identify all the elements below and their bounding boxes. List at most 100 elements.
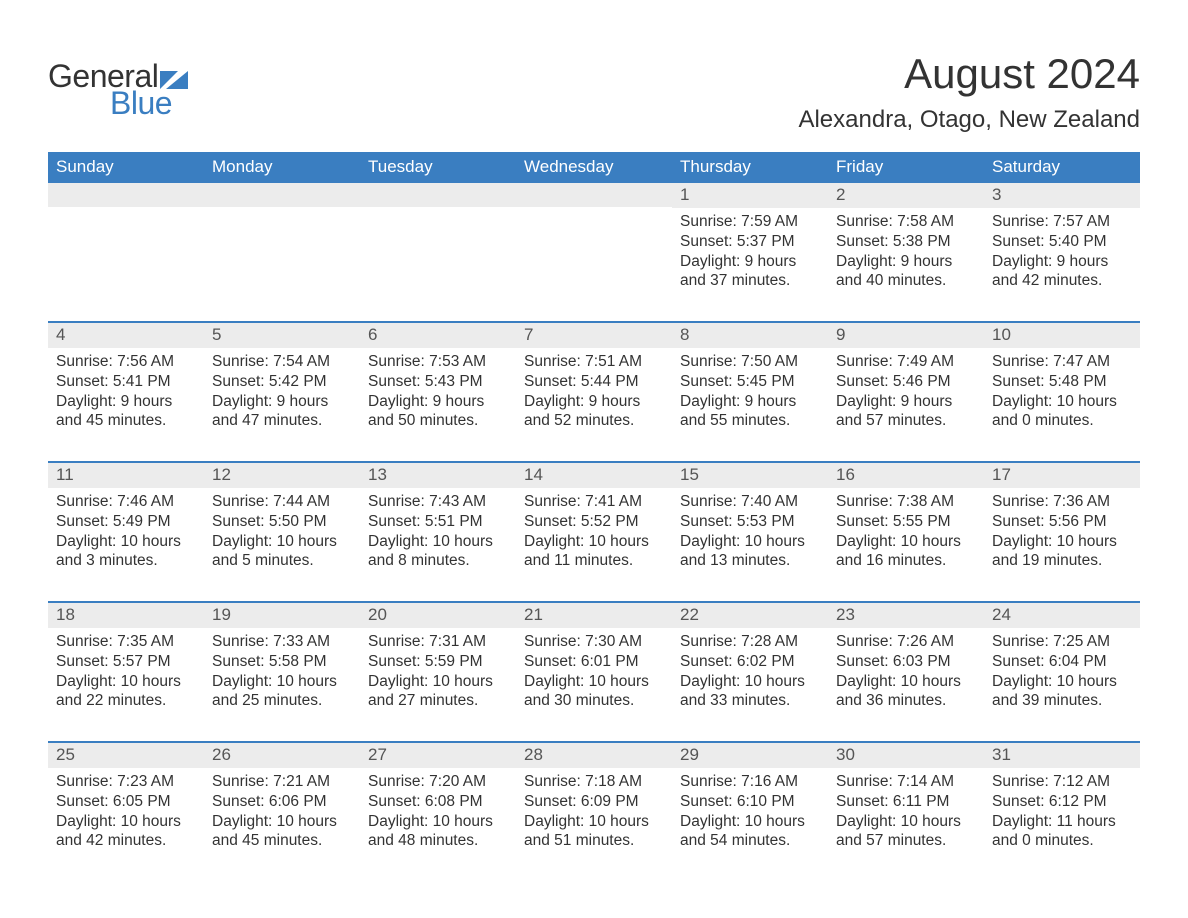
sunrise-line: Sunrise: 7:31 AM [368, 632, 508, 652]
daylight-line: Daylight: 10 hours and 36 minutes. [836, 672, 976, 712]
daylight-line: Daylight: 10 hours and 25 minutes. [212, 672, 352, 712]
sunrise-line: Sunrise: 7:40 AM [680, 492, 820, 512]
daylight-line: Daylight: 10 hours and 11 minutes. [524, 532, 664, 572]
sunset-line: Sunset: 6:10 PM [680, 792, 820, 812]
sunrise-line: Sunrise: 7:16 AM [680, 772, 820, 792]
calendar-day-cell: 5Sunrise: 7:54 AMSunset: 5:42 PMDaylight… [204, 323, 360, 441]
day-details: Sunrise: 7:47 AMSunset: 5:48 PMDaylight:… [984, 348, 1140, 437]
sunset-line: Sunset: 6:04 PM [992, 652, 1132, 672]
calendar-day-cell: 7Sunrise: 7:51 AMSunset: 5:44 PMDaylight… [516, 323, 672, 441]
calendar-day-cell: 17Sunrise: 7:36 AMSunset: 5:56 PMDayligh… [984, 463, 1140, 581]
location-subtitle: Alexandra, Otago, New Zealand [798, 106, 1140, 134]
daylight-line: Daylight: 10 hours and 33 minutes. [680, 672, 820, 712]
sunset-line: Sunset: 5:58 PM [212, 652, 352, 672]
daylight-line: Daylight: 10 hours and 48 minutes. [368, 812, 508, 852]
calendar-day-cell [48, 183, 204, 301]
sunrise-line: Sunrise: 7:44 AM [212, 492, 352, 512]
sunrise-line: Sunrise: 7:23 AM [56, 772, 196, 792]
day-details: Sunrise: 7:25 AMSunset: 6:04 PMDaylight:… [984, 628, 1140, 717]
sunset-line: Sunset: 5:42 PM [212, 372, 352, 392]
daylight-line: Daylight: 10 hours and 19 minutes. [992, 532, 1132, 572]
daylight-line: Daylight: 10 hours and 13 minutes. [680, 532, 820, 572]
sunrise-line: Sunrise: 7:20 AM [368, 772, 508, 792]
sunset-line: Sunset: 6:01 PM [524, 652, 664, 672]
daylight-line: Daylight: 9 hours and 57 minutes. [836, 392, 976, 432]
calendar-day-cell: 23Sunrise: 7:26 AMSunset: 6:03 PMDayligh… [828, 603, 984, 721]
sunset-line: Sunset: 5:43 PM [368, 372, 508, 392]
sunrise-line: Sunrise: 7:12 AM [992, 772, 1132, 792]
calendar-day-cell: 2Sunrise: 7:58 AMSunset: 5:38 PMDaylight… [828, 183, 984, 301]
calendar-day-cell: 21Sunrise: 7:30 AMSunset: 6:01 PMDayligh… [516, 603, 672, 721]
calendar-day-cell: 25Sunrise: 7:23 AMSunset: 6:05 PMDayligh… [48, 743, 204, 861]
calendar-day-cell: 12Sunrise: 7:44 AMSunset: 5:50 PMDayligh… [204, 463, 360, 581]
day-number: 17 [984, 463, 1140, 488]
calendar-day-cell: 24Sunrise: 7:25 AMSunset: 6:04 PMDayligh… [984, 603, 1140, 721]
day-number: 19 [204, 603, 360, 628]
sunset-line: Sunset: 5:55 PM [836, 512, 976, 532]
weekday-header-cell: Tuesday [360, 152, 516, 183]
sunset-line: Sunset: 5:50 PM [212, 512, 352, 532]
day-number: 18 [48, 603, 204, 628]
weekday-header-row: SundayMondayTuesdayWednesdayThursdayFrid… [48, 152, 1140, 183]
day-details: Sunrise: 7:53 AMSunset: 5:43 PMDaylight:… [360, 348, 516, 437]
daylight-line: Daylight: 10 hours and 27 minutes. [368, 672, 508, 712]
day-number [204, 183, 360, 207]
calendar-day-cell: 11Sunrise: 7:46 AMSunset: 5:49 PMDayligh… [48, 463, 204, 581]
day-details: Sunrise: 7:31 AMSunset: 5:59 PMDaylight:… [360, 628, 516, 717]
day-details: Sunrise: 7:44 AMSunset: 5:50 PMDaylight:… [204, 488, 360, 577]
sunrise-line: Sunrise: 7:21 AM [212, 772, 352, 792]
page: General Blue August 2024 Alexandra, Otag… [0, 0, 1188, 901]
daylight-line: Daylight: 10 hours and 8 minutes. [368, 532, 508, 572]
brand-word-2: Blue [110, 85, 188, 122]
calendar-day-cell: 10Sunrise: 7:47 AMSunset: 5:48 PMDayligh… [984, 323, 1140, 441]
daylight-line: Daylight: 10 hours and 5 minutes. [212, 532, 352, 572]
calendar-day-cell: 6Sunrise: 7:53 AMSunset: 5:43 PMDaylight… [360, 323, 516, 441]
sunset-line: Sunset: 6:02 PM [680, 652, 820, 672]
day-details: Sunrise: 7:16 AMSunset: 6:10 PMDaylight:… [672, 768, 828, 857]
sunset-line: Sunset: 5:45 PM [680, 372, 820, 392]
day-number: 16 [828, 463, 984, 488]
daylight-line: Daylight: 10 hours and 39 minutes. [992, 672, 1132, 712]
sunrise-line: Sunrise: 7:51 AM [524, 352, 664, 372]
day-details: Sunrise: 7:56 AMSunset: 5:41 PMDaylight:… [48, 348, 204, 437]
weekday-header-cell: Thursday [672, 152, 828, 183]
daylight-line: Daylight: 10 hours and 0 minutes. [992, 392, 1132, 432]
day-number: 23 [828, 603, 984, 628]
day-details: Sunrise: 7:23 AMSunset: 6:05 PMDaylight:… [48, 768, 204, 857]
calendar: SundayMondayTuesdayWednesdayThursdayFrid… [48, 152, 1140, 861]
sunrise-line: Sunrise: 7:50 AM [680, 352, 820, 372]
sunrise-line: Sunrise: 7:26 AM [836, 632, 976, 652]
sunrise-line: Sunrise: 7:57 AM [992, 212, 1132, 232]
day-number: 1 [672, 183, 828, 208]
daylight-line: Daylight: 10 hours and 45 minutes. [212, 812, 352, 852]
calendar-day-cell: 31Sunrise: 7:12 AMSunset: 6:12 PMDayligh… [984, 743, 1140, 861]
sunrise-line: Sunrise: 7:41 AM [524, 492, 664, 512]
sunrise-line: Sunrise: 7:30 AM [524, 632, 664, 652]
sunset-line: Sunset: 5:40 PM [992, 232, 1132, 252]
sunset-line: Sunset: 5:49 PM [56, 512, 196, 532]
sunset-line: Sunset: 6:11 PM [836, 792, 976, 812]
weekday-header-cell: Friday [828, 152, 984, 183]
day-details: Sunrise: 7:30 AMSunset: 6:01 PMDaylight:… [516, 628, 672, 717]
day-number: 8 [672, 323, 828, 348]
day-number: 14 [516, 463, 672, 488]
daylight-line: Daylight: 10 hours and 22 minutes. [56, 672, 196, 712]
day-number: 25 [48, 743, 204, 768]
day-number: 2 [828, 183, 984, 208]
weekday-header-cell: Monday [204, 152, 360, 183]
sunset-line: Sunset: 5:53 PM [680, 512, 820, 532]
weekday-header-cell: Wednesday [516, 152, 672, 183]
sunrise-line: Sunrise: 7:38 AM [836, 492, 976, 512]
sunset-line: Sunset: 5:48 PM [992, 372, 1132, 392]
day-number: 21 [516, 603, 672, 628]
sunset-line: Sunset: 5:44 PM [524, 372, 664, 392]
sunset-line: Sunset: 6:05 PM [56, 792, 196, 812]
sunrise-line: Sunrise: 7:56 AM [56, 352, 196, 372]
day-details: Sunrise: 7:40 AMSunset: 5:53 PMDaylight:… [672, 488, 828, 577]
day-number: 31 [984, 743, 1140, 768]
calendar-day-cell: 8Sunrise: 7:50 AMSunset: 5:45 PMDaylight… [672, 323, 828, 441]
calendar-day-cell [516, 183, 672, 301]
calendar-day-cell: 16Sunrise: 7:38 AMSunset: 5:55 PMDayligh… [828, 463, 984, 581]
sunrise-line: Sunrise: 7:14 AM [836, 772, 976, 792]
daylight-line: Daylight: 9 hours and 42 minutes. [992, 252, 1132, 292]
